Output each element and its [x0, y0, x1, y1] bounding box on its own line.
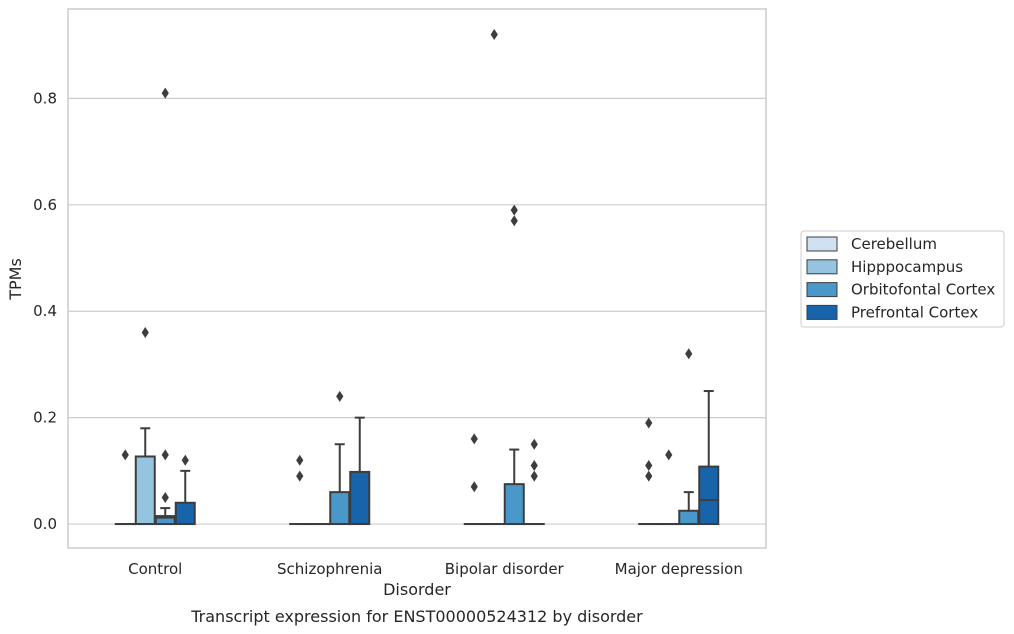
box-body: [678, 509, 700, 526]
box-body: [174, 501, 196, 526]
y-tick-label: 0.6: [33, 196, 57, 214]
box-body: [698, 465, 720, 526]
box-cerebellum-control: [114, 449, 136, 526]
legend-swatch: [806, 259, 838, 275]
outlier-point: [510, 215, 518, 227]
legend-swatch: [806, 236, 838, 252]
box-orbitofontal-cortex-control: [154, 87, 176, 526]
box-body: [349, 470, 371, 526]
legend-swatch: [806, 304, 838, 320]
x-tick-label: Control: [128, 560, 182, 578]
chart-caption: Transcript expression for ENST0000052431…: [190, 607, 643, 626]
box-prefrontal-cortex-control: [174, 454, 196, 526]
outlier-point: [296, 454, 304, 466]
legend-label: Prefrontal Cortex: [851, 303, 978, 321]
outlier-point: [530, 470, 538, 482]
outlier-point: [470, 433, 478, 445]
y-axis-label: TPMs: [6, 258, 25, 301]
outlier-point: [161, 87, 169, 99]
x-axis-label: Disorder: [383, 580, 451, 599]
box-cerebellum-bipolar-disorder: [463, 433, 485, 526]
box-hipppocampus-control: [134, 327, 156, 526]
outlier-point: [665, 449, 673, 461]
box-body: [503, 483, 525, 526]
plot-frame: [67, 8, 767, 549]
outlier-point: [470, 481, 478, 493]
outlier-point: [685, 348, 693, 360]
x-tick-label: Bipolar disorder: [445, 560, 565, 578]
box-prefrontal-cortex-major-depression: [698, 390, 720, 526]
box-prefrontal-cortex-schizophrenia: [349, 416, 371, 526]
box-prefrontal-cortex-bipolar-disorder: [523, 438, 545, 526]
box-body: [134, 455, 156, 526]
legend-label: Orbitofontal Cortex: [851, 281, 995, 299]
box-orbitofontal-cortex-bipolar-disorder: [503, 204, 525, 526]
box-orbitofontal-cortex-major-depression: [678, 348, 700, 526]
legend-frame: [800, 230, 1005, 328]
y-tick-labels: 0.0 0.2 0.4 0.6 0.8: [33, 89, 57, 533]
y-tick-label: 0.2: [33, 409, 57, 427]
y-tick-label: 0.0: [33, 515, 57, 533]
outlier-point: [530, 460, 538, 472]
box-hipppocampus-major-depression: [658, 449, 680, 526]
outlier-point: [336, 390, 344, 402]
y-tick-label: 0.4: [33, 302, 57, 320]
legend-label: Hipppocampus: [851, 258, 963, 276]
outlier-point: [645, 470, 653, 482]
outlier-point: [645, 460, 653, 472]
box-hipppocampus-bipolar-disorder: [483, 29, 505, 526]
outlier-point: [296, 470, 304, 482]
x-tick-label: Schizophrenia: [277, 560, 382, 578]
outlier-point: [490, 29, 498, 41]
x-tick-label: Major depression: [615, 560, 743, 578]
y-tick-label: 0.8: [33, 89, 57, 107]
outlier-point: [530, 438, 538, 450]
outlier-point: [161, 449, 169, 461]
legend: Cerebellum Hipppocampus Orbitofontal Corte…: [800, 230, 1005, 328]
box-groups: [114, 29, 720, 526]
x-tick-labels: Control Schizophrenia Bipolar disorder Majo…: [128, 560, 743, 578]
outlier-point: [121, 449, 129, 461]
legend-label: Cerebellum: [851, 235, 937, 253]
box-body: [329, 491, 351, 526]
outlier-point: [141, 327, 149, 339]
outlier-point: [161, 491, 169, 503]
outlier-point: [510, 204, 518, 216]
outlier-point: [181, 454, 189, 466]
outlier-point: [645, 417, 653, 429]
legend-swatch: [806, 282, 838, 298]
